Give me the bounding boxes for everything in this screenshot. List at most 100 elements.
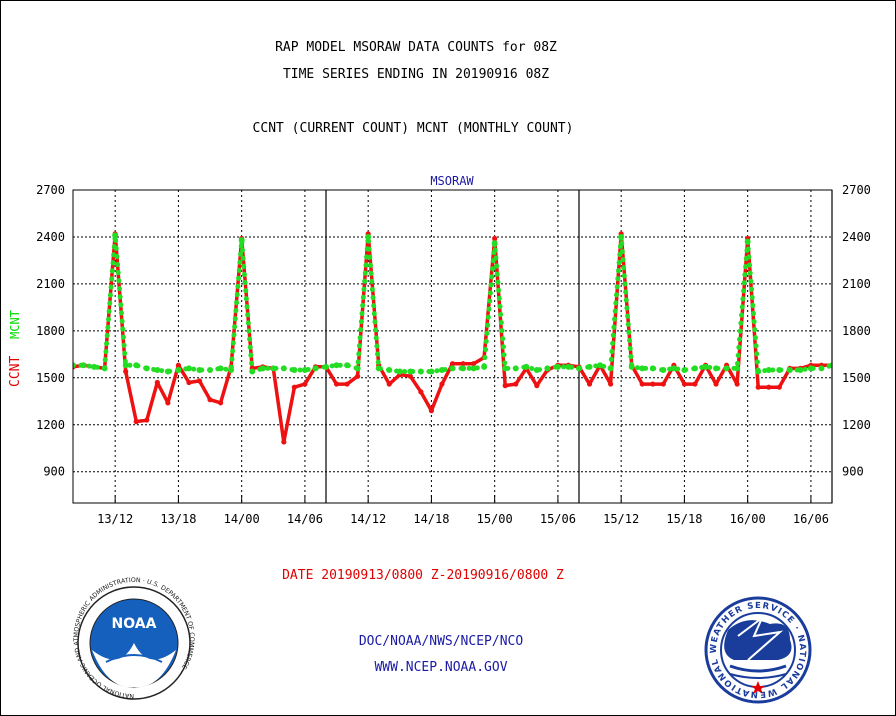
x-tick-label: 14/12: [350, 512, 386, 526]
data-point-mcnt: [586, 363, 593, 370]
data-point-mcnt: [207, 366, 214, 373]
data-point-mcnt: [776, 366, 783, 373]
chart-title-line1: RAP MODEL MSORAW DATA COUNTS for 08Z: [275, 40, 557, 55]
data-point-mcnt: [365, 233, 372, 240]
x-tick-label: 15/18: [666, 512, 702, 526]
y-tick-label-left: 1200: [36, 418, 65, 432]
data-point-mcnt: [576, 365, 582, 372]
data-point-mcnt: [786, 366, 793, 373]
data-point-ccnt: [713, 381, 719, 387]
data-point-ccnt: [207, 397, 213, 403]
data-point-mcnt: [755, 368, 762, 375]
data-point-mcnt: [544, 365, 551, 372]
data-point-ccnt: [766, 384, 772, 390]
x-tick-label: 15/00: [477, 512, 513, 526]
data-point-mcnt: [259, 365, 266, 372]
data-point-mcnt: [533, 366, 540, 373]
y-tick-label-right: 2400: [842, 230, 871, 244]
y-axis-label-mcnt: MCNT: [8, 310, 22, 339]
y-tick-label-right: 1200: [842, 418, 871, 432]
data-point-mcnt: [301, 366, 308, 373]
data-point-mcnt: [744, 238, 751, 245]
data-point-ccnt: [154, 379, 160, 386]
data-point-mcnt: [375, 365, 382, 372]
data-point-mcnt: [112, 232, 119, 239]
data-point-ccnt: [281, 439, 287, 445]
data-point-ccnt: [608, 381, 614, 387]
data-point-ccnt: [291, 384, 297, 390]
data-point-mcnt: [681, 366, 688, 373]
grid-layer: [73, 190, 833, 503]
chart-title-line2: TIME SERIES ENDING IN 20190916 08Z: [283, 67, 549, 82]
y-tick-label-right: 1500: [842, 371, 871, 385]
data-point-mcnt: [143, 365, 150, 372]
data-point-mcnt: [154, 366, 161, 373]
chart-subtitle: CCNT (CURRENT COUNT) MCNT (MONTHLY COUNT…: [253, 121, 574, 136]
site-url: WWW.NCEP.NOAA.GOV: [374, 660, 507, 675]
data-point-mcnt: [333, 362, 340, 369]
data-point-mcnt: [417, 368, 424, 375]
data-point-ccnt: [355, 373, 361, 379]
data-point-mcnt: [523, 363, 530, 370]
data-point-mcnt: [249, 368, 256, 375]
data-point-mcnt: [344, 362, 351, 369]
data-point-mcnt: [91, 363, 98, 370]
panel-label: MSORAW: [430, 174, 474, 188]
plot-border: [72, 189, 833, 504]
data-point-mcnt: [101, 365, 108, 372]
y-tick-label-left: 1800: [36, 324, 65, 338]
data-point-mcnt: [734, 365, 741, 372]
data-point-mcnt: [818, 365, 825, 372]
data-point-mcnt: [185, 365, 192, 372]
series-line-mcnt: [73, 232, 832, 374]
data-point-mcnt: [460, 365, 467, 372]
series-layer: [73, 231, 832, 445]
y-tick-label-left: 2400: [36, 230, 65, 244]
data-point-ccnt: [407, 373, 413, 379]
data-point-ccnt: [302, 381, 308, 387]
data-point-mcnt: [428, 368, 435, 375]
data-point-mcnt: [80, 362, 87, 369]
noaa-logo-text: NOAA: [112, 616, 157, 632]
data-point-mcnt: [73, 362, 76, 369]
y-tick-label-left: 1500: [36, 371, 65, 385]
data-point-mcnt: [270, 365, 277, 372]
data-point-ccnt: [692, 381, 698, 387]
data-point-mcnt: [323, 363, 329, 370]
data-point-ccnt: [217, 400, 224, 406]
axis-layer: 900 900 1200 1200 1500 1500 1800 1800 2100 2100 24…: [36, 183, 871, 526]
y-tick-label-right: 1800: [842, 324, 871, 338]
data-point-ccnt: [344, 381, 350, 387]
data-point-ccnt: [144, 417, 150, 423]
y-tick-label-left: 2700: [36, 183, 65, 197]
data-point-mcnt: [649, 365, 656, 372]
x-tick-label: 14/18: [413, 512, 449, 526]
data-point-mcnt: [217, 365, 224, 372]
data-point-mcnt: [196, 366, 203, 373]
data-point-ccnt: [196, 378, 203, 384]
data-point-mcnt: [291, 366, 298, 373]
data-point-ccnt: [333, 381, 340, 387]
data-point-mcnt: [175, 366, 182, 373]
data-point-ccnt: [660, 381, 666, 387]
data-point-mcnt: [628, 363, 635, 370]
data-point-mcnt: [807, 365, 814, 372]
data-point-mcnt: [438, 366, 445, 373]
data-point-mcnt: [607, 365, 614, 372]
y-tick-label-right: 900: [842, 465, 864, 479]
data-point-mcnt: [238, 237, 245, 244]
data-point-mcnt: [723, 365, 730, 372]
data-point-mcnt: [797, 366, 804, 373]
org-line: DOC/NOAA/NWS/NCEP/NCO: [359, 634, 524, 649]
data-point-ccnt: [586, 381, 593, 387]
data-point-ccnt: [386, 381, 392, 387]
data-point-mcnt: [312, 365, 319, 372]
data-point-mcnt: [691, 365, 698, 372]
data-point-ccnt: [470, 361, 477, 367]
noaa-logo-icon: NOAA NATIONAL OCEANIC AND ATMOSPHERIC AD…: [73, 577, 195, 700]
data-point-mcnt: [470, 365, 477, 372]
data-point-mcnt: [618, 233, 625, 240]
y-tick-label-right: 2700: [842, 183, 871, 197]
data-point-ccnt: [639, 381, 645, 387]
